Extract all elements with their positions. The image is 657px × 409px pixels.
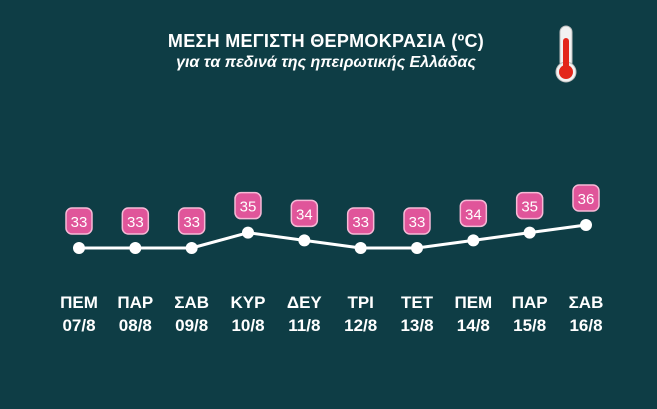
x-axis-labels: ΠΕΜ 07/8 ΠΑΡ 08/8 ΣΑΒ 09/8 ΚΥΡ 10/8 ΔΕΥ 11/8 ΤΡΙ 12… — [60, 293, 603, 335]
x-tick-date: 15/8 — [513, 316, 546, 335]
chart-subtitle: για τα πεδινά της ηπειρωτικής Ελλάδας — [176, 54, 476, 71]
x-tick-day: ΠΑΡ — [512, 293, 548, 312]
x-tick-date: 10/8 — [231, 316, 264, 335]
data-point — [242, 226, 254, 239]
chart-title: ΜΕΣΗ ΜΕΓΙΣΤΗ ΘΕΡΜΟΚΡΑΣΙΑ (ºC) — [167, 31, 485, 51]
chart-marks: 33 33 33 35 34 33 33 34 35 36 — [65, 184, 600, 254]
data-label: 33 — [127, 214, 144, 231]
data-label: 34 — [465, 206, 482, 223]
x-tick-date: 16/8 — [569, 316, 602, 335]
x-tick-date: 09/8 — [175, 316, 208, 335]
x-tick-date: 12/8 — [344, 316, 377, 335]
thermometer-icon — [555, 25, 577, 83]
x-tick-date: 14/8 — [457, 316, 490, 335]
data-label: 35 — [521, 199, 538, 216]
x-tick-date: 07/8 — [62, 316, 95, 335]
data-label-badge — [515, 191, 544, 220]
data-label-badge — [290, 199, 319, 228]
data-label-badge — [121, 207, 150, 235]
data-label: 33 — [352, 214, 369, 231]
data-point — [129, 242, 142, 254]
x-tick-day: ΣΑΒ — [174, 293, 209, 312]
x-tick-date: 11/8 — [288, 316, 320, 335]
data-point — [580, 219, 592, 231]
data-point — [354, 242, 367, 254]
data-label-badge — [234, 191, 262, 220]
data-label: 33 — [71, 214, 88, 231]
x-tick-day: ΔΕΥ — [287, 293, 323, 312]
data-label-badge — [459, 199, 488, 228]
data-label: 33 — [183, 214, 200, 231]
data-label-badge — [403, 207, 431, 235]
data-label: 34 — [296, 206, 313, 223]
data-label: 33 — [409, 214, 426, 231]
data-label-badge — [177, 207, 206, 235]
data-point — [73, 242, 85, 254]
data-point — [185, 242, 198, 254]
data-point — [523, 226, 536, 239]
data-point — [467, 234, 480, 247]
x-tick-day: ΤΡΙ — [347, 293, 373, 312]
x-tick-day: ΠΑΡ — [117, 293, 153, 312]
title-block: ΜΕΣΗ ΜΕΓΙΣΤΗ ΘΕΡΜΟΚΡΑΣΙΑ (ºC) για τα πεδ… — [120, 30, 532, 74]
data-label-badge — [572, 184, 600, 212]
data-label: 35 — [240, 199, 257, 216]
data-point — [298, 234, 311, 247]
data-point — [411, 242, 423, 254]
x-tick-day: ΣΑΒ — [569, 293, 604, 312]
x-tick-day: ΚΥΡ — [231, 293, 266, 312]
series-line — [79, 223, 587, 250]
data-label-badge — [346, 207, 375, 235]
x-tick-date: 08/8 — [119, 316, 152, 335]
data-label-badge — [65, 207, 93, 235]
data-label: 36 — [578, 191, 595, 208]
x-tick-day: ΠΕΜ — [60, 293, 98, 312]
x-tick-day: ΠΕΜ — [454, 293, 492, 312]
x-tick-date: 13/8 — [400, 316, 433, 335]
x-tick-day: ΤΕΤ — [401, 293, 434, 312]
